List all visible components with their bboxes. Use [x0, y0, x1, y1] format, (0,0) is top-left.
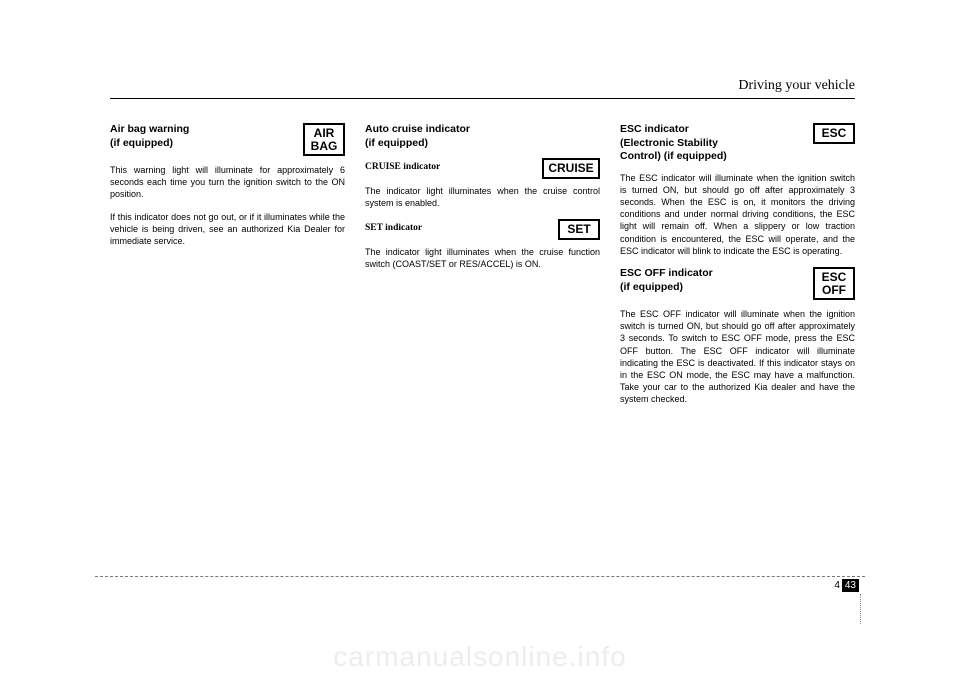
airbag-title: Air bag warning (if equipped): [110, 123, 297, 150]
airbag-heading: Air bag warning (if equipped) AIR BAG: [110, 123, 345, 156]
section-title: Driving your vehicle: [110, 78, 855, 94]
escoff-icon-l1: ESC: [822, 271, 847, 284]
cruise-label: CRUISE indicator: [365, 158, 534, 172]
chapter-number: 4: [834, 580, 840, 591]
set-subhead: SET indicator SET: [365, 219, 600, 240]
cruise-icon: CRUISE: [542, 158, 600, 179]
esc-title-l2: (Electronic Stability: [620, 137, 718, 149]
escoff-icon-l2: OFF: [822, 284, 846, 297]
airbag-icon-l2: BAG: [311, 140, 338, 153]
page-content: Driving your vehicle Air bag warning (if…: [110, 78, 855, 415]
escoff-title-l1: ESC OFF indicator: [620, 267, 713, 279]
page-footer: 443: [95, 576, 865, 591]
esc-title-l1: ESC indicator: [620, 123, 689, 135]
set-text: The indicator light illuminates when the…: [365, 246, 600, 270]
footer-rule: [95, 576, 865, 577]
set-label: SET indicator: [365, 219, 550, 233]
autocruise-title: Auto cruise indicator (if equipped): [365, 123, 600, 150]
esc-heading: ESC indicator (Electronic Stability Cont…: [620, 123, 855, 164]
column-2: Auto cruise indicator (if equipped) CRUI…: [365, 123, 600, 415]
column-1: Air bag warning (if equipped) AIR BAG Th…: [110, 123, 345, 415]
esc-title: ESC indicator (Electronic Stability Cont…: [620, 123, 807, 164]
cruise-text: The indicator light illuminates when the…: [365, 185, 600, 209]
set-icon-text: SET: [567, 223, 590, 236]
escoff-title-l2: (if equipped): [620, 281, 683, 293]
escoff-title: ESC OFF indicator (if equipped): [620, 267, 807, 294]
page-num: 43: [842, 579, 859, 592]
escoff-text: The ESC OFF indicator will illuminate wh…: [620, 308, 855, 405]
column-3: ESC indicator (Electronic Stability Cont…: [620, 123, 855, 415]
esc-icon-text: ESC: [822, 127, 847, 140]
cruise-icon-text: CRUISE: [548, 162, 593, 175]
airbag-icon: AIR BAG: [303, 123, 345, 156]
airbag-title-l2: (if equipped): [110, 137, 173, 149]
autocruise-title-l2: (if equipped): [365, 137, 428, 149]
set-icon: SET: [558, 219, 600, 240]
airbag-icon-l1: AIR: [314, 127, 335, 140]
airbag-p1: This warning light will illuminate for a…: [110, 164, 345, 200]
airbag-title-l1: Air bag warning: [110, 123, 189, 135]
esc-text: The ESC indicator will illuminate when t…: [620, 172, 855, 257]
watermark: carmanualsonline.info: [0, 641, 960, 673]
cruise-subhead: CRUISE indicator CRUISE: [365, 158, 600, 179]
autocruise-title-l1: Auto cruise indicator: [365, 123, 470, 135]
content-columns: Air bag warning (if equipped) AIR BAG Th…: [110, 123, 855, 415]
escoff-icon: ESC OFF: [813, 267, 855, 300]
page-header: Driving your vehicle: [110, 78, 855, 99]
footer-ticks: [859, 594, 861, 624]
airbag-p2: If this indicator does not go out, or if…: [110, 211, 345, 247]
esc-title-l3: Control) (if equipped): [620, 150, 727, 162]
page-number: 443: [95, 580, 865, 591]
autocruise-heading: Auto cruise indicator (if equipped): [365, 123, 600, 150]
escoff-heading: ESC OFF indicator (if equipped) ESC OFF: [620, 267, 855, 300]
esc-icon: ESC: [813, 123, 855, 144]
